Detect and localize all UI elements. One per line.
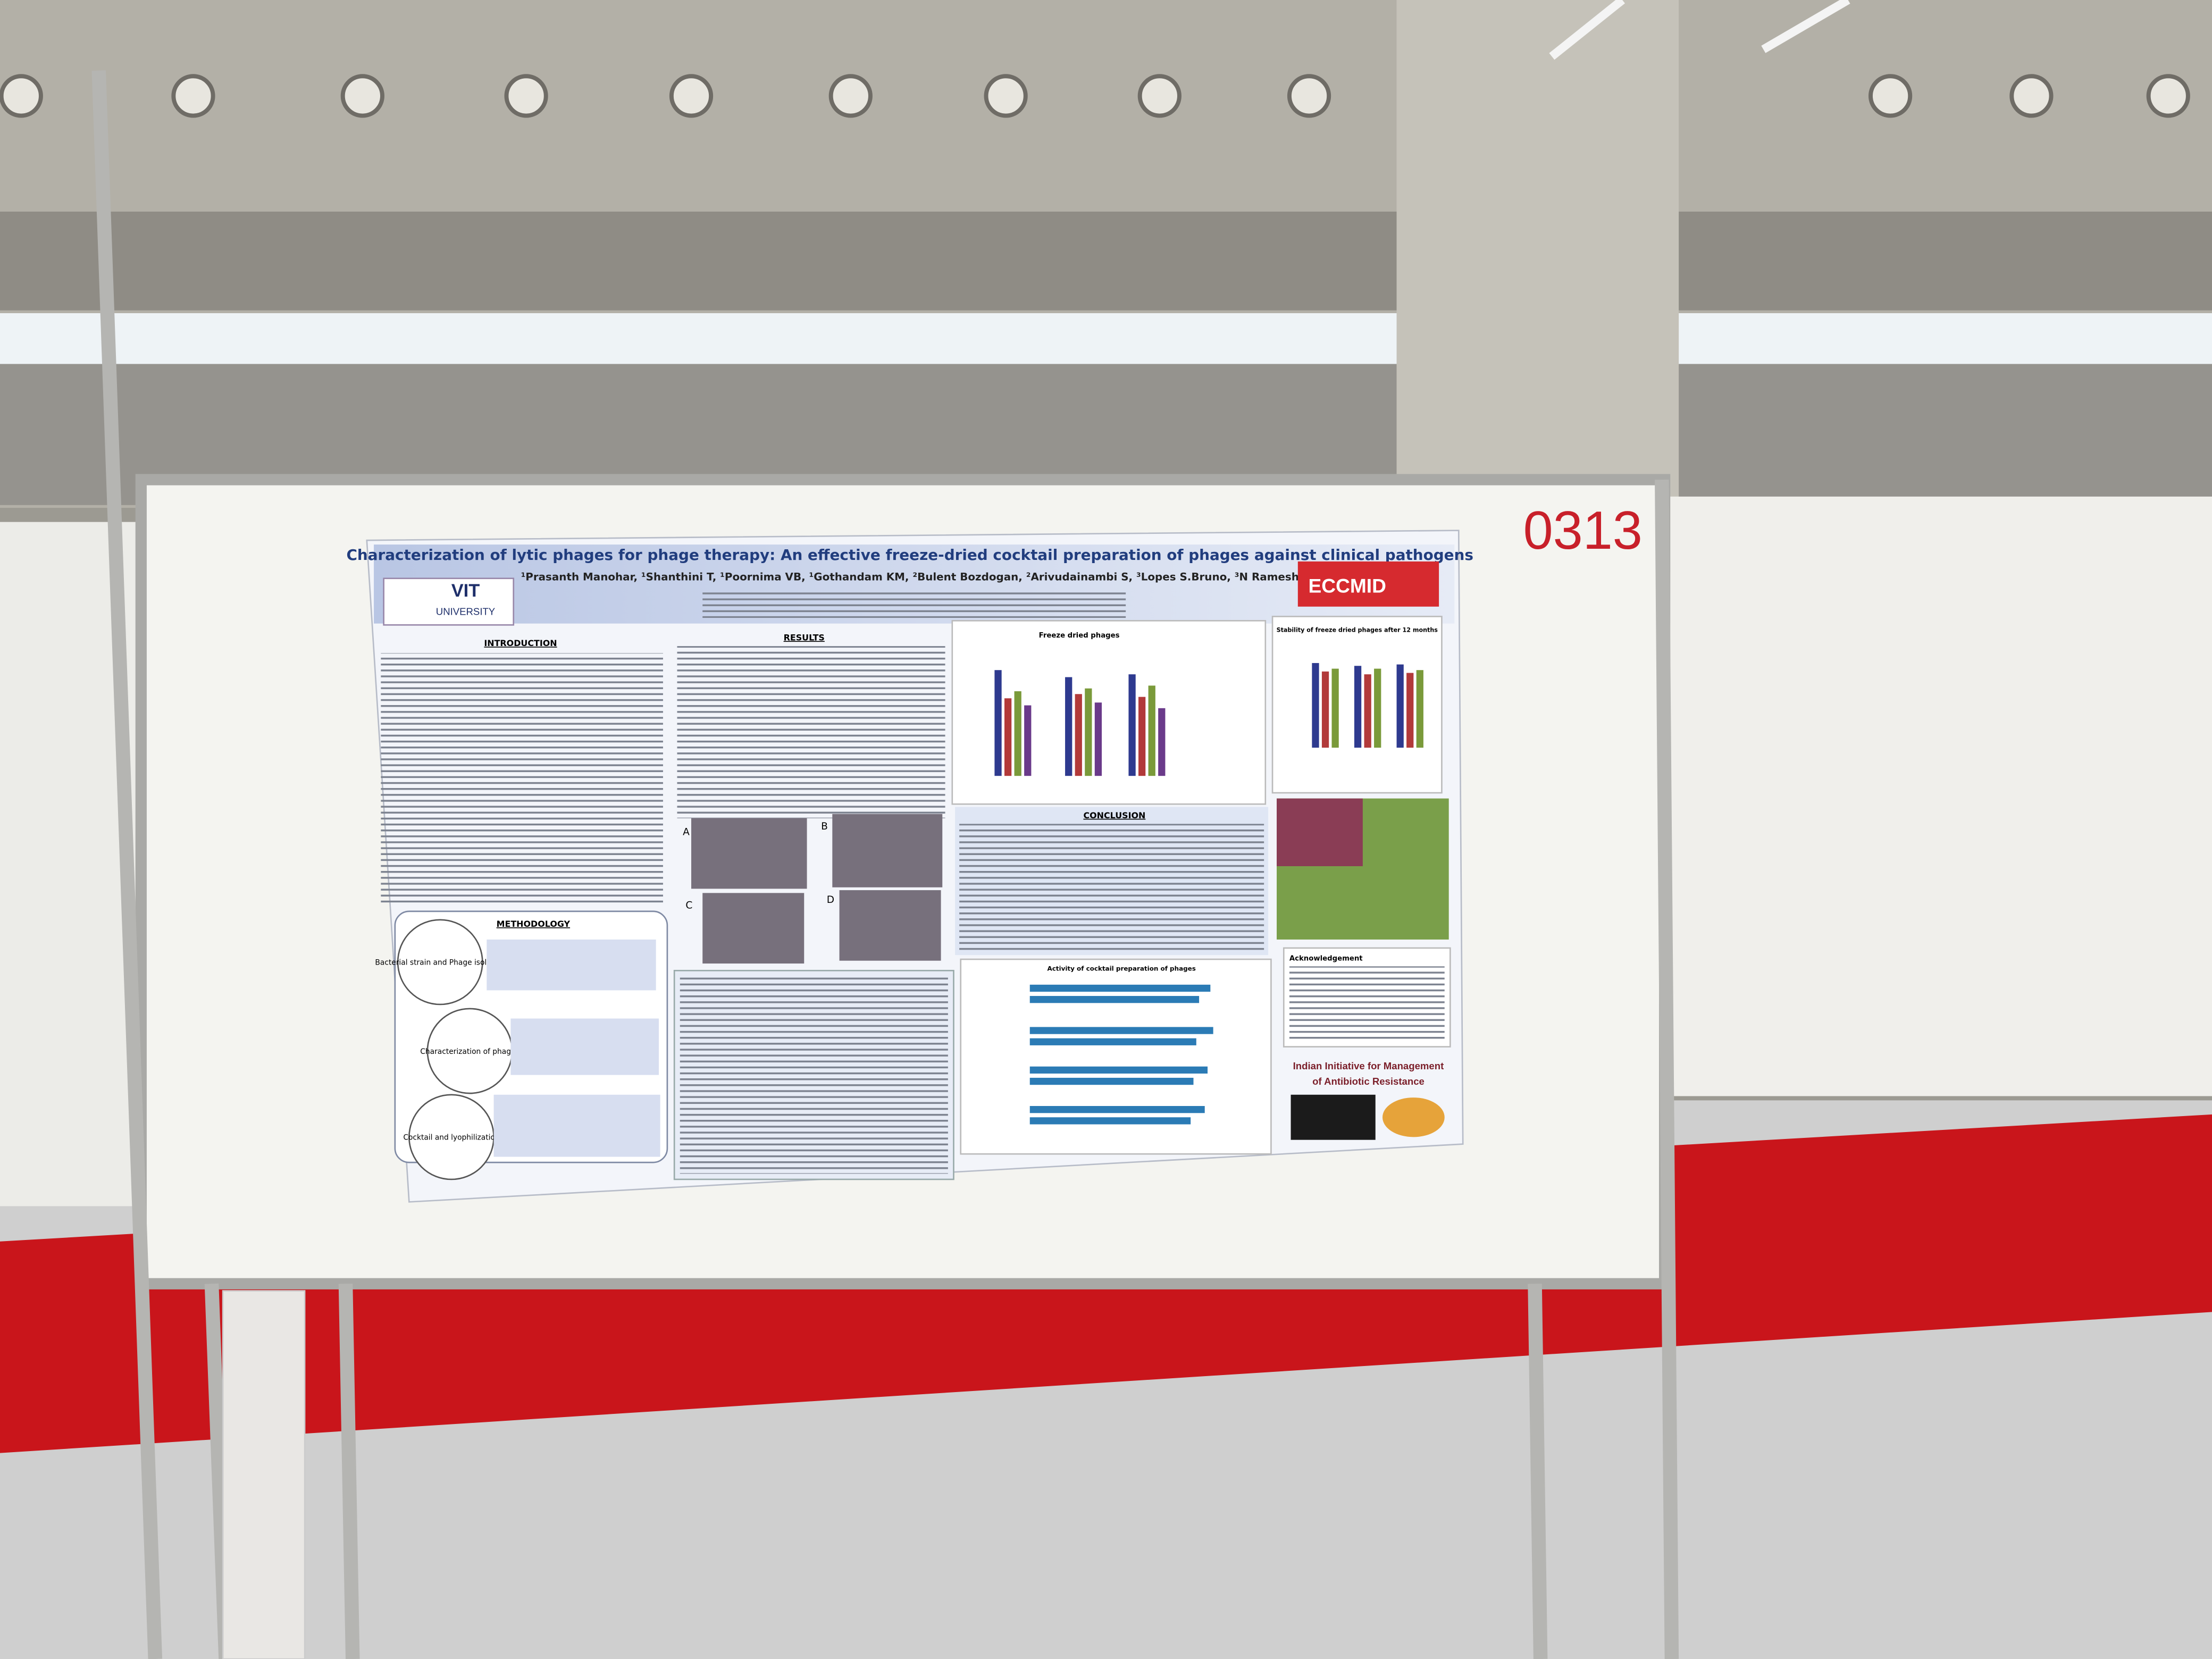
partner-logo bbox=[1382, 1097, 1445, 1137]
affiliations bbox=[702, 589, 1126, 618]
section-heading: CONCLUSION bbox=[1083, 810, 1145, 820]
tem-images bbox=[691, 814, 943, 964]
tube-light bbox=[1761, 0, 1850, 53]
method-step: Bacterial strain and Phage isolation bbox=[375, 959, 505, 967]
poster-tube bbox=[222, 1290, 306, 1659]
vit-logo-small bbox=[1291, 1094, 1376, 1140]
tem-label: B bbox=[821, 821, 828, 832]
method-step: Characterization of phages bbox=[420, 1048, 519, 1056]
tem-label: D bbox=[827, 894, 834, 906]
method-step: Cocktail and lyophilization bbox=[403, 1134, 499, 1142]
logo-text: VIT bbox=[451, 581, 480, 601]
poster-title: Characterization of lytic phages for pha… bbox=[346, 546, 1473, 564]
step-detail bbox=[510, 1018, 659, 1075]
results-text bbox=[677, 646, 945, 818]
conference: ECCMID bbox=[1308, 574, 1386, 597]
logo-text: UNIVERSITY bbox=[436, 606, 495, 617]
booth-number: 0313 bbox=[1523, 501, 1643, 560]
step-circles bbox=[397, 919, 513, 1180]
conclusion-text bbox=[959, 824, 1264, 951]
section-heading: METHODOLOGY bbox=[497, 919, 571, 929]
poster-authors: ¹Prasanth Manohar, ¹Shanthini T, ¹Poorni… bbox=[521, 571, 1299, 583]
ceiling-lights bbox=[0, 74, 2190, 118]
step-detail bbox=[487, 939, 656, 991]
right-board bbox=[1664, 496, 2212, 1096]
vit-logo bbox=[383, 577, 515, 626]
windows bbox=[0, 313, 2212, 364]
chart-title: Stability of freeze dried phages after 1… bbox=[1277, 627, 1438, 634]
table-text bbox=[680, 976, 948, 1174]
beam bbox=[0, 211, 2212, 311]
decorative-bars bbox=[1312, 663, 1423, 748]
chart-title: Activity of cocktail preparation of phag… bbox=[1048, 965, 1196, 972]
plaque-images bbox=[1277, 798, 1363, 866]
tem-label: C bbox=[685, 900, 692, 911]
intro-text bbox=[381, 653, 663, 904]
section-heading: INTRODUCTION bbox=[484, 638, 557, 648]
tube-light bbox=[1549, 0, 1625, 60]
chart-title: Freeze dried phages bbox=[1039, 632, 1120, 640]
ack-text bbox=[1289, 966, 1445, 1043]
tem-label: A bbox=[683, 827, 690, 838]
decorative-bars bbox=[1029, 984, 1213, 1125]
footer-logo: Indian Initiative for Management bbox=[1293, 1060, 1444, 1071]
footer-logo: of Antibiotic Resistance bbox=[1312, 1076, 1425, 1087]
pillar bbox=[1396, 0, 1679, 508]
section-heading: RESULTS bbox=[784, 632, 825, 642]
decorative-bars bbox=[994, 670, 1166, 776]
ack-heading: Acknowledgement bbox=[1289, 955, 1363, 963]
step-detail bbox=[493, 1094, 660, 1157]
eccmid-logo bbox=[1297, 561, 1439, 607]
